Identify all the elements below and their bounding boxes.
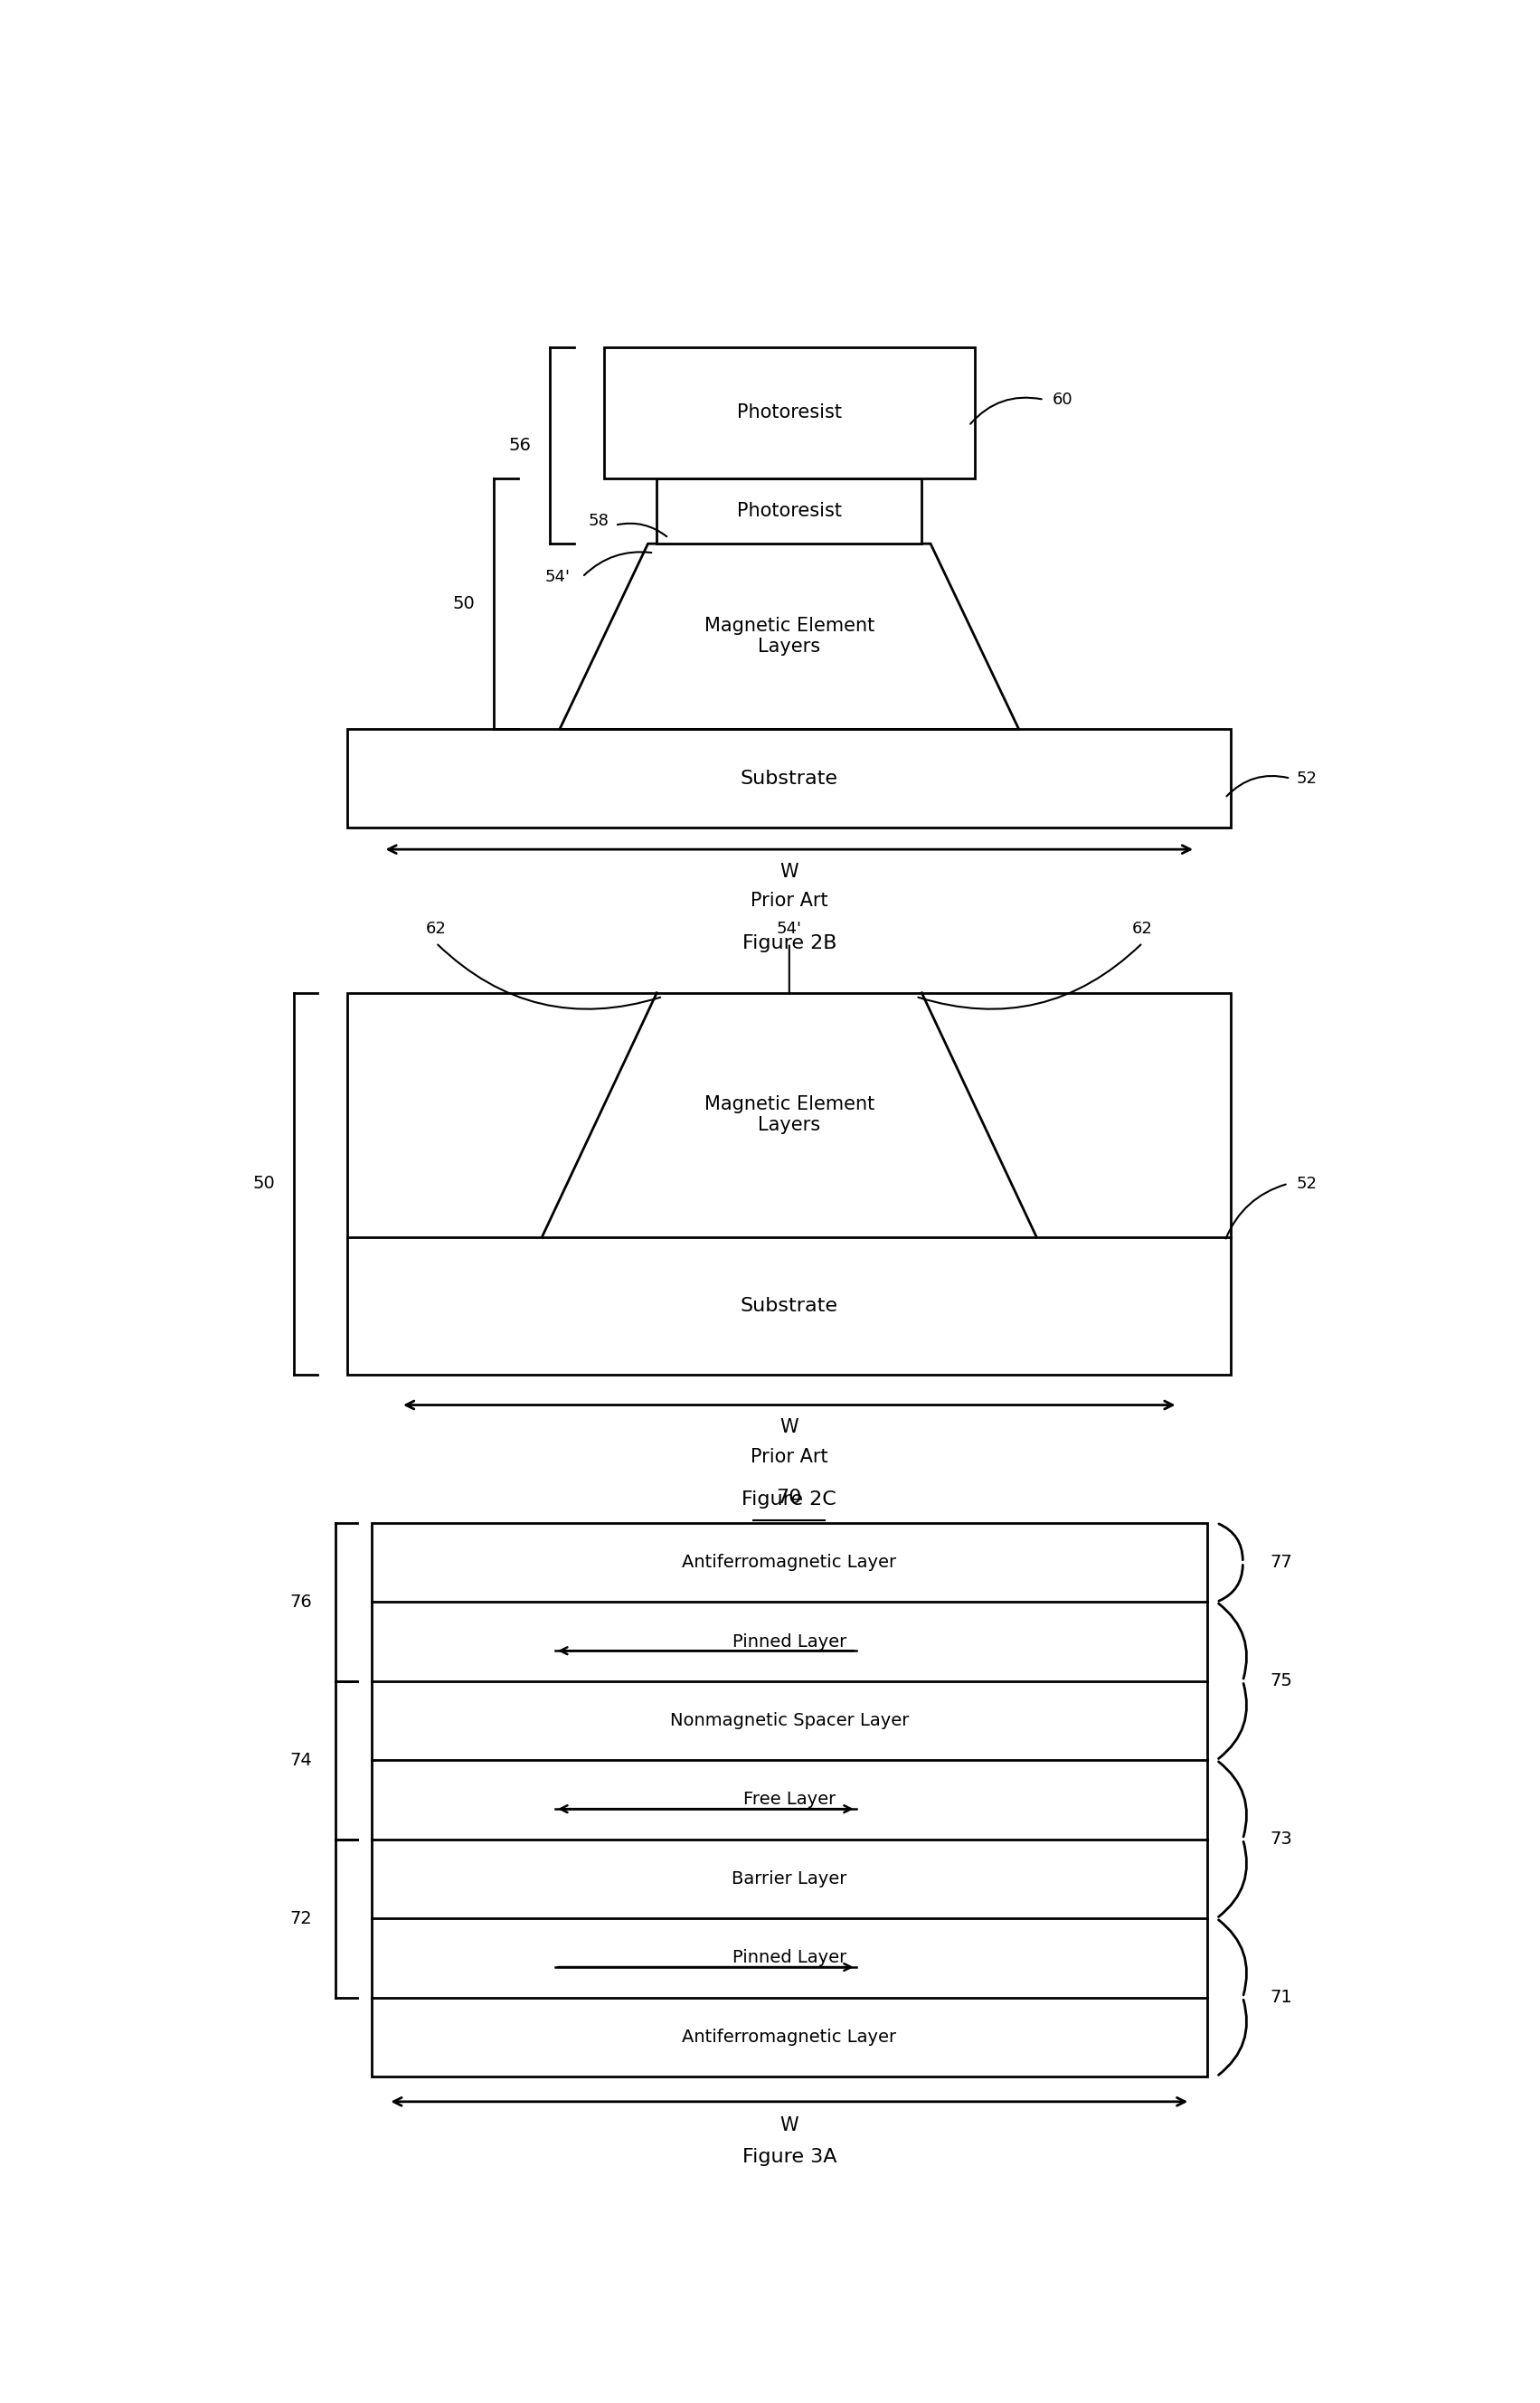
- Text: Magnetic Element
Layers: Magnetic Element Layers: [704, 618, 875, 656]
- Bar: [348, 728, 1230, 827]
- Text: 72: 72: [290, 1910, 311, 1927]
- Text: W: W: [779, 863, 799, 879]
- Text: Pinned Layer: Pinned Layer: [732, 1634, 847, 1651]
- Text: 74: 74: [290, 1752, 311, 1769]
- Text: Photoresist: Photoresist: [736, 404, 842, 423]
- Text: Magnetic Element
Layers: Magnetic Element Layers: [704, 1096, 875, 1134]
- Text: 58: 58: [588, 512, 608, 529]
- Bar: [371, 1524, 1207, 2076]
- Text: W: W: [779, 1418, 799, 1437]
- Text: Barrier Layer: Barrier Layer: [732, 1870, 847, 1886]
- Text: 62: 62: [1132, 920, 1153, 937]
- Text: Nonmagnetic Spacer Layer: Nonmagnetic Spacer Layer: [670, 1711, 909, 1730]
- Text: 56: 56: [510, 437, 531, 454]
- Text: 70: 70: [776, 1490, 802, 1507]
- Text: Prior Art: Prior Art: [750, 1447, 829, 1466]
- Text: 50: 50: [253, 1175, 276, 1192]
- Text: 60: 60: [1052, 392, 1073, 409]
- Text: Free Layer: Free Layer: [742, 1790, 836, 1809]
- Text: 77: 77: [1270, 1555, 1292, 1572]
- Text: Figure 2B: Figure 2B: [742, 935, 836, 952]
- Text: Figure 2C: Figure 2C: [742, 1490, 836, 1509]
- Bar: [656, 478, 922, 543]
- Polygon shape: [559, 543, 1019, 728]
- Text: Substrate: Substrate: [741, 1298, 838, 1314]
- Text: Pinned Layer: Pinned Layer: [732, 1949, 847, 1966]
- Text: 75: 75: [1270, 1672, 1292, 1689]
- Text: 76: 76: [290, 1593, 311, 1610]
- Text: 52: 52: [1297, 1175, 1317, 1192]
- Text: Antiferromagnetic Layer: Antiferromagnetic Layer: [682, 1555, 896, 1572]
- Text: 54': 54': [776, 920, 802, 937]
- Text: 73: 73: [1270, 1831, 1292, 1848]
- Text: 62: 62: [425, 920, 447, 937]
- Text: Substrate: Substrate: [741, 769, 838, 788]
- Bar: [348, 992, 1230, 1375]
- Text: Photoresist: Photoresist: [736, 502, 842, 519]
- Text: 50: 50: [453, 596, 476, 613]
- Text: W: W: [779, 2117, 799, 2134]
- Text: 54': 54': [545, 570, 570, 586]
- Bar: [604, 346, 975, 478]
- Text: Figure 3A: Figure 3A: [742, 2148, 836, 2165]
- Text: Prior Art: Prior Art: [750, 892, 829, 911]
- Text: 71: 71: [1270, 1990, 1292, 2007]
- Text: Antiferromagnetic Layer: Antiferromagnetic Layer: [682, 2028, 896, 2045]
- Text: 52: 52: [1297, 771, 1317, 786]
